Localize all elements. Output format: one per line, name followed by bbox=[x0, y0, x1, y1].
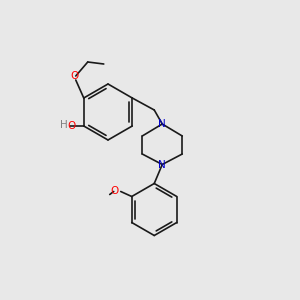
Text: O: O bbox=[68, 121, 76, 131]
Text: O: O bbox=[70, 71, 79, 81]
Text: N: N bbox=[158, 160, 166, 170]
Text: O: O bbox=[111, 185, 119, 196]
Text: N: N bbox=[158, 119, 166, 129]
Text: H: H bbox=[60, 120, 68, 130]
